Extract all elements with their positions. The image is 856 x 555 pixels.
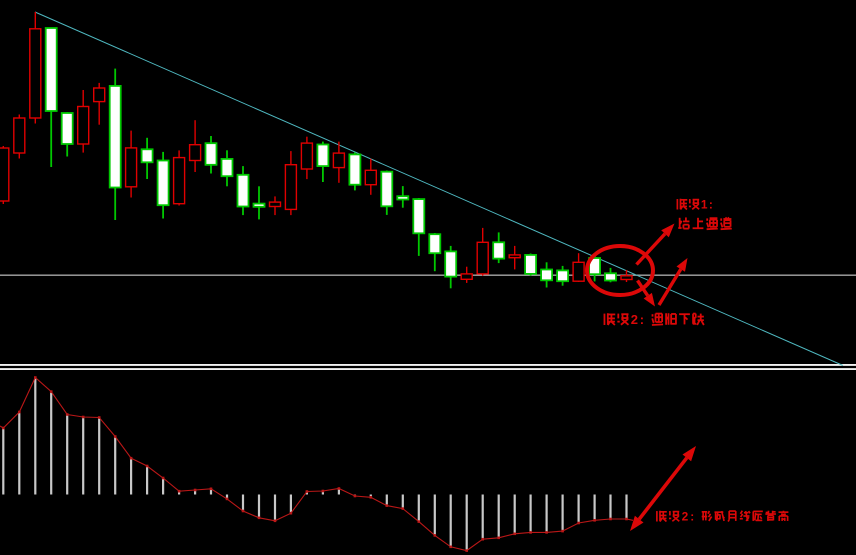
svg-text::: : bbox=[690, 510, 694, 524]
svg-text:2: 2 bbox=[682, 510, 689, 524]
svg-text:1: 1 bbox=[701, 198, 708, 212]
svg-text::: : bbox=[709, 198, 713, 212]
svg-text::: : bbox=[640, 312, 644, 327]
svg-text:2: 2 bbox=[631, 312, 638, 327]
